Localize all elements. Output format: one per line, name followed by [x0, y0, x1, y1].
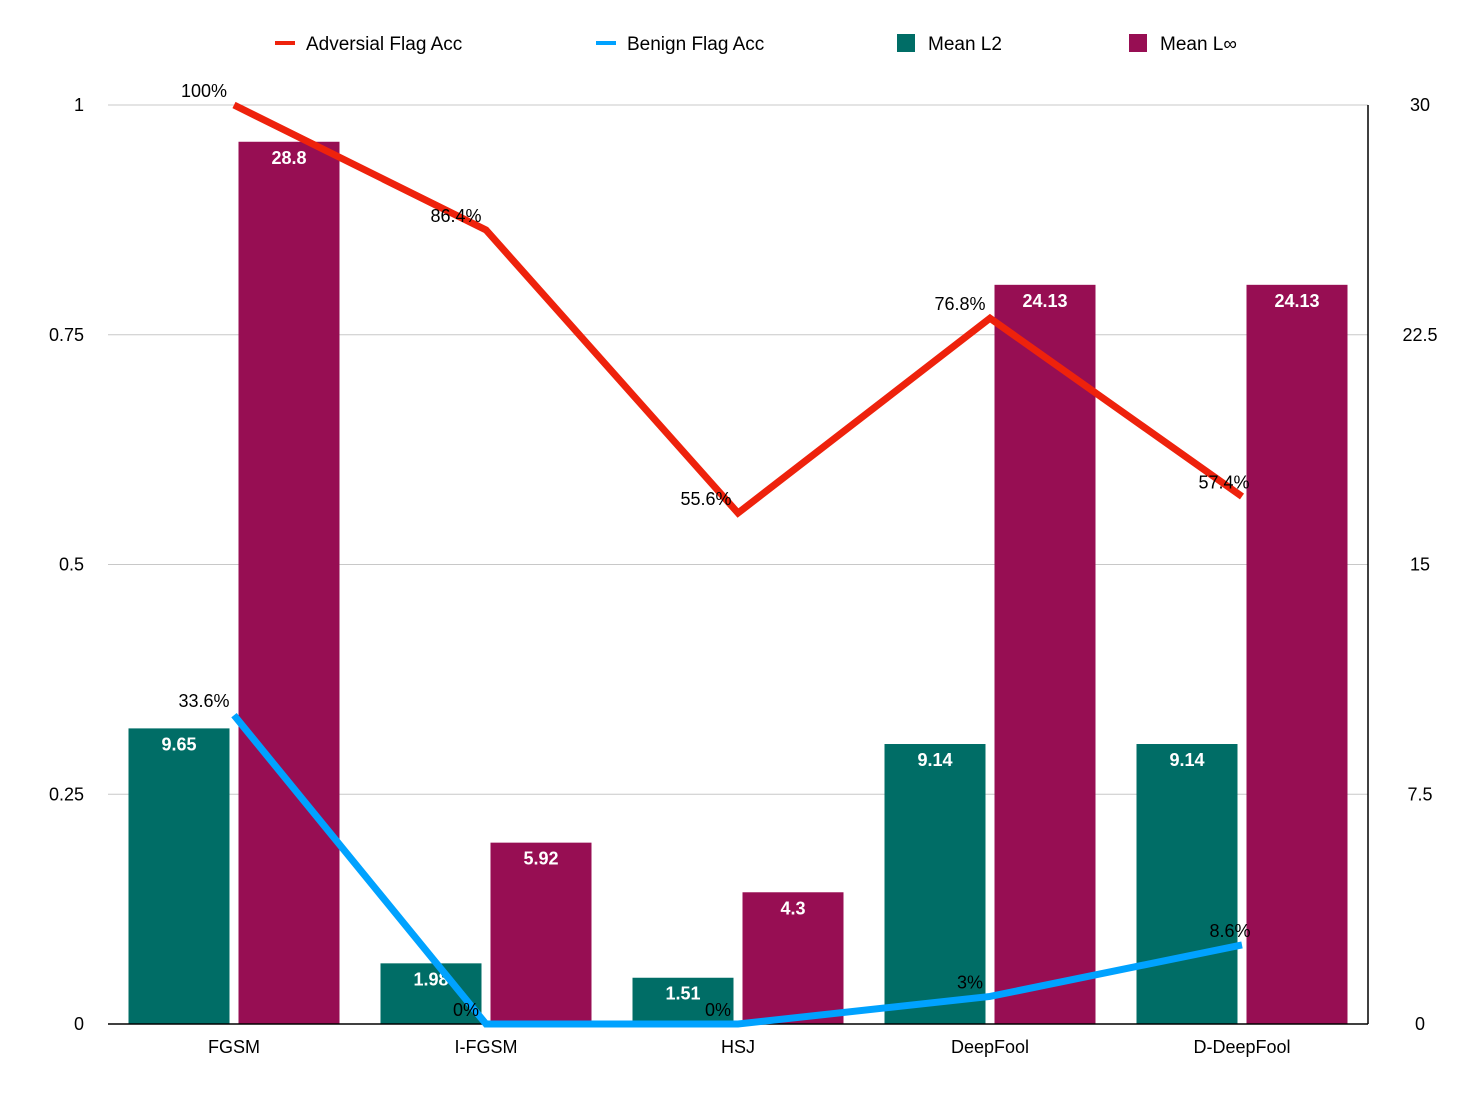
legend-swatch	[897, 34, 915, 52]
left-tick-label: 0.5	[59, 555, 84, 575]
point-label: 0%	[453, 1000, 479, 1020]
point-label: 86.4%	[430, 206, 481, 226]
left-axis-ticks: 0 0.25 0.5 0.75 1	[49, 95, 84, 1034]
point-label: 57.4%	[1198, 472, 1249, 492]
bar-value-label: 5.92	[523, 849, 558, 869]
right-tick-label: 0	[1415, 1014, 1425, 1034]
bar-value-label: 1.51	[665, 984, 700, 1004]
bar	[884, 744, 986, 1024]
right-tick-label: 22.5	[1402, 325, 1437, 345]
category-label: HSJ	[721, 1037, 755, 1057]
bar	[238, 141, 340, 1024]
legend-label: Adversial Flag Acc	[306, 34, 462, 55]
category-label: D-DeepFool	[1193, 1037, 1290, 1057]
legend-swatch	[1129, 34, 1147, 52]
point-label: 0%	[705, 1000, 731, 1020]
bar	[742, 892, 844, 1024]
point-label: 3%	[957, 972, 983, 992]
bar-value-label: 9.14	[1169, 750, 1204, 770]
bar-value-label: 9.14	[917, 750, 952, 770]
bar	[490, 842, 592, 1024]
point-label: 33.6%	[178, 691, 229, 711]
bar	[632, 977, 734, 1024]
right-axis-ticks: 0 7.5 15 22.5 30	[1402, 95, 1437, 1034]
right-tick-label: 30	[1410, 95, 1430, 115]
category-label: I-FGSM	[455, 1037, 518, 1057]
right-tick-label: 15	[1410, 555, 1430, 575]
bar-value-label: 1.98	[413, 969, 448, 989]
left-tick-label: 0.25	[49, 784, 84, 804]
bar	[128, 728, 230, 1024]
series-line	[232, 101, 1245, 518]
lines: 100% 86.4% 55.6% 76.8% 57.4% 33.6% 0% 0% 3% 8.6%	[178, 81, 1251, 1028]
bar-value-label: 4.3	[780, 898, 805, 918]
category-label: FGSM	[208, 1037, 260, 1057]
right-tick-label: 7.5	[1407, 784, 1432, 804]
bar-value-label: 28.8	[271, 148, 306, 168]
legend: Adversial Flag Acc Benign Flag Acc Mean L2…	[275, 34, 1237, 55]
series-line	[231, 713, 1243, 1028]
category-label: DeepFool	[951, 1037, 1029, 1057]
legend-label: Mean L2	[928, 34, 1002, 55]
point-label: 100%	[181, 81, 227, 101]
left-tick-label: 1	[74, 95, 84, 115]
point-label: 76.8%	[934, 294, 985, 314]
left-tick-label: 0	[74, 1014, 84, 1034]
bar	[1136, 744, 1238, 1024]
bar	[994, 284, 1096, 1025]
bar-value-label: 24.13	[1022, 291, 1067, 311]
bar-value-label: 9.65	[161, 734, 196, 754]
point-label: 8.6%	[1209, 921, 1250, 941]
legend-label: Benign Flag Acc	[627, 34, 764, 55]
legend-label: Mean L∞	[1160, 34, 1237, 55]
bars: 9.65 1.98 1.51 9.14 9.14 28.8 5.92 4.3 24.13 24.1…	[128, 141, 1348, 1025]
category-labels: FGSM I-FGSM HSJ DeepFool D-DeepFool	[208, 1037, 1291, 1057]
bar-value-label: 24.13	[1274, 291, 1319, 311]
point-label: 55.6%	[680, 489, 731, 509]
bar	[1246, 284, 1348, 1025]
left-tick-label: 0.75	[49, 325, 84, 345]
